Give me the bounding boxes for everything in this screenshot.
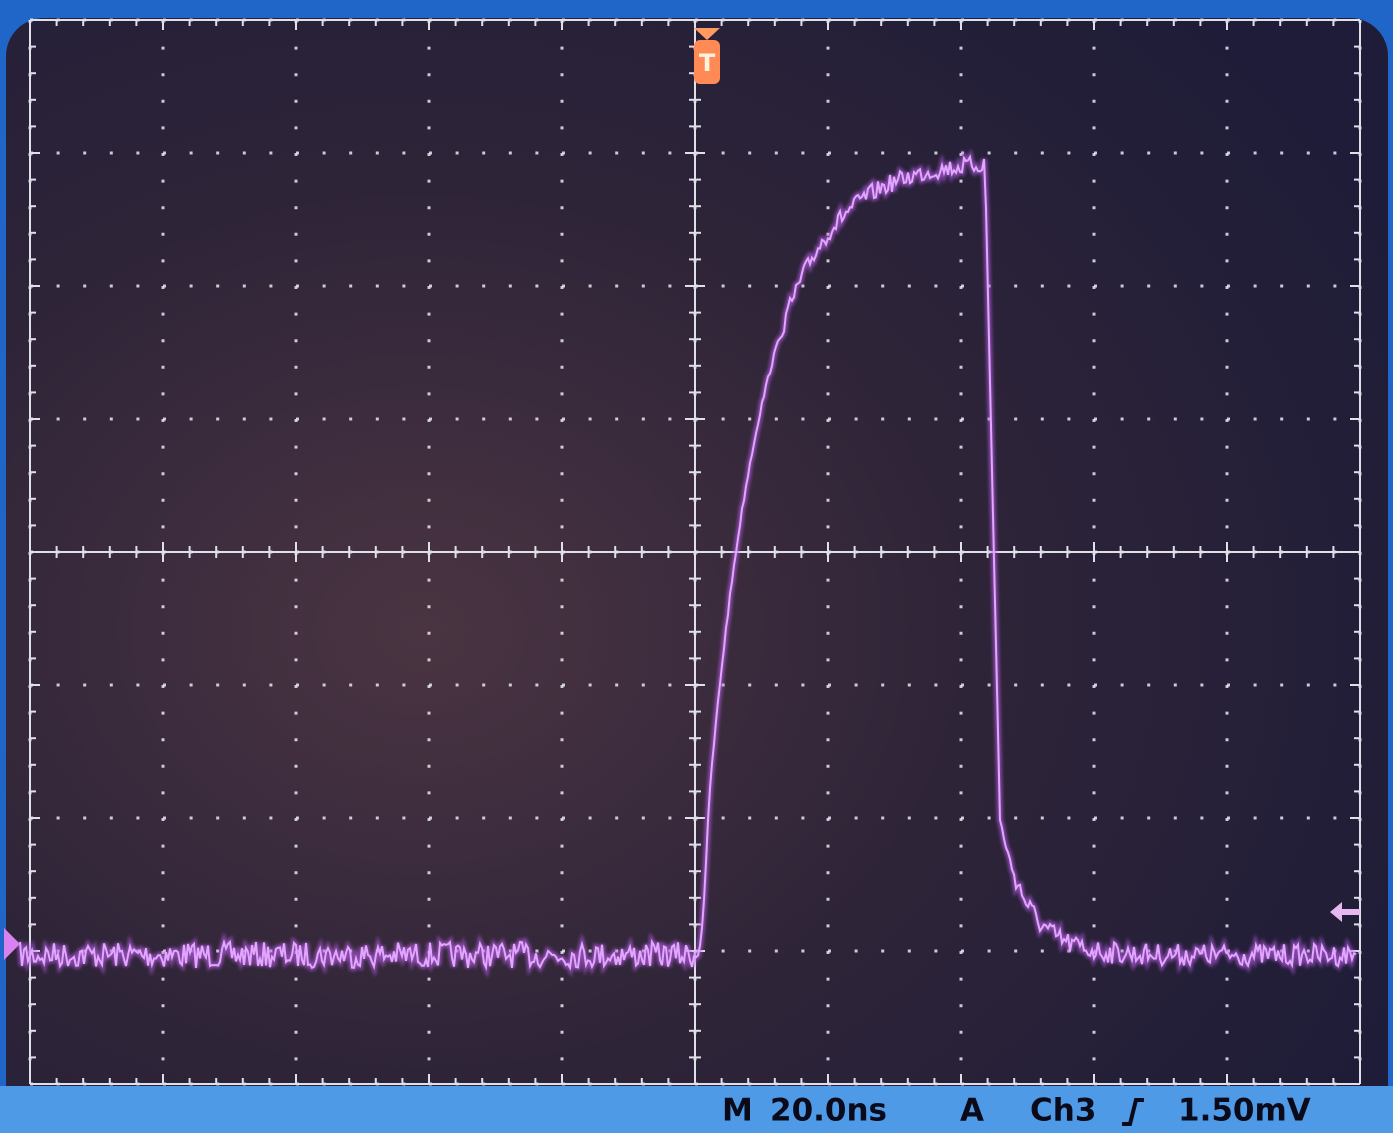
trigger-source: Ch3 (1030, 1093, 1096, 1129)
graticule (28, 18, 1362, 1086)
trace (19, 154, 1357, 972)
trigger-mode: A (960, 1093, 984, 1129)
waveform (17, 148, 1358, 979)
screen (6, 18, 1388, 1133)
timebase-label: M (722, 1093, 753, 1129)
trigger-level-marker (1330, 902, 1360, 922)
trigger-marker: T (699, 49, 716, 77)
trigger-level: 1.50mV (1178, 1093, 1311, 1129)
ground-marker (4, 928, 20, 960)
status-bar (0, 1086, 1393, 1133)
trigger-slope-icon (1122, 1098, 1144, 1126)
timebase: 20.0ns (770, 1093, 887, 1129)
trigger-position-marker: T (694, 28, 720, 84)
